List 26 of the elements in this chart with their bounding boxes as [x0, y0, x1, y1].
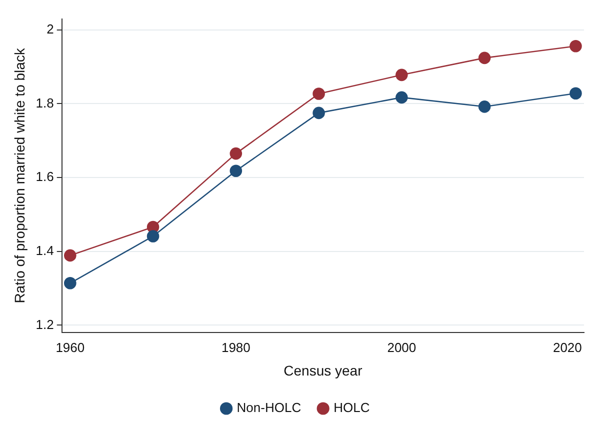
y-tick-label: 1.4 — [36, 242, 54, 258]
point — [312, 88, 325, 100]
point — [396, 68, 408, 82]
y-tick-label: 1.2 — [36, 316, 54, 332]
y-tick-label: 1.6 — [36, 169, 54, 184]
legend-label: Non-HOLC — [236, 400, 302, 416]
point — [146, 230, 160, 242]
x-tick-label: 2020 — [552, 340, 582, 355]
point — [64, 249, 76, 262]
point — [64, 276, 76, 290]
y-axis-title: Ratio of proportion married white to black — [11, 47, 28, 304]
point — [570, 87, 582, 100]
point — [312, 106, 325, 120]
point — [478, 100, 491, 113]
point — [230, 164, 242, 178]
point — [570, 40, 582, 52]
point — [478, 52, 491, 64]
x-tick-label: 1960 — [56, 340, 85, 355]
point — [396, 91, 408, 104]
y-tick-label: 1.8 — [36, 95, 54, 110]
x-tick-label: 2000 — [387, 340, 416, 355]
point — [230, 147, 242, 160]
x-tick-label: 1980 — [221, 340, 250, 355]
x-axis-title: Census year — [284, 362, 363, 378]
y-tick-label: 2 — [46, 21, 54, 36]
legend-label: HOLC — [334, 400, 370, 416]
